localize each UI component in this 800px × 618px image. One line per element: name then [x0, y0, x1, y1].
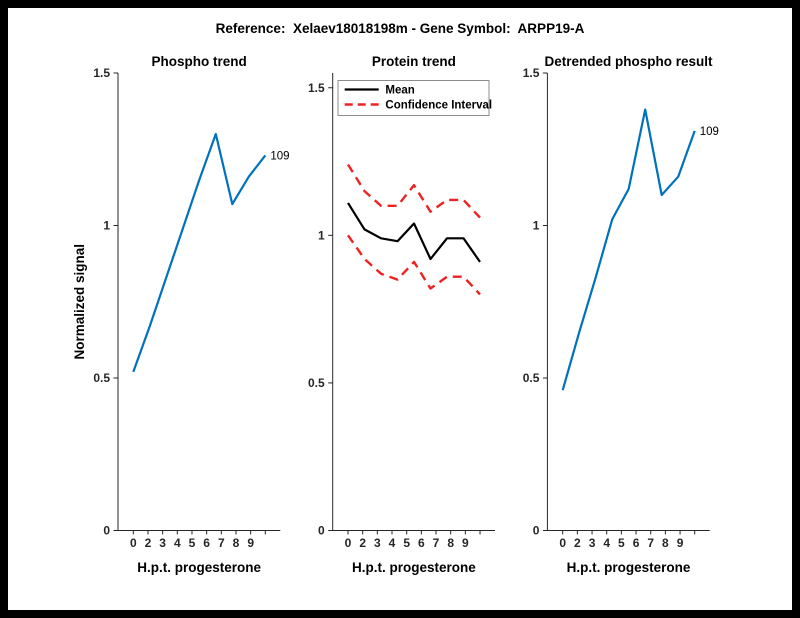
- x-tick-label: 7: [647, 536, 654, 550]
- series-line-phospho-signal: [132, 132, 267, 373]
- x-tick-label: 9: [677, 536, 684, 550]
- y-tick-label: 0: [103, 524, 110, 538]
- subplot-title: Phospho trend: [152, 54, 247, 69]
- legend: Mean Confidence Interval: [337, 80, 492, 116]
- subplot-title: Protein trend: [372, 54, 456, 69]
- x-axis-label: H.p.t. progesterone: [352, 560, 476, 575]
- y-tick-label: 1: [103, 219, 110, 233]
- y-tick-label: 1.5: [308, 81, 325, 95]
- y-tick-label: 0: [318, 524, 325, 538]
- x-tick-label: 0: [130, 536, 137, 550]
- figure: Reference: Xelaev18018198m - Gene Symbol…: [8, 8, 792, 610]
- y-tick-label: 1: [533, 219, 540, 233]
- y-axis-label: Normalized signal: [72, 244, 87, 360]
- x-tick-label: 9: [462, 536, 469, 550]
- figure-title: Reference: Xelaev18018198m - Gene Symbol…: [215, 21, 585, 36]
- x-tick-label: 0: [345, 536, 352, 550]
- axes: [546, 73, 710, 531]
- x-axis-label: H.p.t. progesterone: [137, 560, 261, 575]
- x-tick-label: 0: [559, 536, 566, 550]
- x-tick-label: 4: [603, 536, 610, 550]
- subplot-title: Detrended phospho result: [545, 54, 714, 69]
- x-tick-label: 7: [218, 536, 225, 550]
- x-tick-label: 4: [174, 536, 181, 550]
- x-tick-label: 7: [433, 536, 440, 550]
- x-tick-label: 5: [403, 536, 410, 550]
- legend-label-mean: Mean: [385, 85, 414, 97]
- series-line-confidence-interval-lower: [347, 234, 481, 296]
- y-tick-label: 0: [533, 524, 540, 538]
- series-line-mean: [347, 202, 481, 263]
- axes: [117, 73, 281, 531]
- axes: [332, 73, 495, 531]
- legend-box: [337, 80, 490, 116]
- y-tick-label: 1.5: [523, 66, 540, 80]
- x-tick-label: 3: [374, 536, 381, 550]
- y-tick-label: 0.5: [523, 371, 540, 385]
- x-tick-label: 6: [633, 536, 640, 550]
- x-tick-label: 5: [189, 536, 196, 550]
- x-tick-label: 4: [389, 536, 396, 550]
- end-point-label: 109: [700, 126, 719, 138]
- x-tick-label: 8: [447, 536, 454, 550]
- y-tick-label: 1.5: [93, 66, 110, 80]
- x-tick-label: 2: [574, 536, 581, 550]
- series-line-confidence-interval-upper: [346, 163, 481, 219]
- x-tick-label: 2: [359, 536, 366, 550]
- x-tick-label: 3: [159, 536, 166, 550]
- x-tick-label: 5: [618, 536, 625, 550]
- y-tick-label: 0.5: [93, 371, 110, 385]
- x-tick-label: 3: [589, 536, 596, 550]
- y-tick-label: 1: [318, 229, 325, 243]
- x-tick-label: 2: [145, 536, 152, 550]
- x-tick-label: 6: [418, 536, 425, 550]
- x-tick-label: 6: [203, 536, 210, 550]
- x-tick-label: 8: [662, 536, 669, 550]
- x-tick-label: 8: [233, 536, 240, 550]
- y-tick-label: 0.5: [308, 376, 325, 390]
- end-point-label: 109: [270, 150, 289, 162]
- x-tick-label: 9: [247, 536, 254, 550]
- x-axis-label: H.p.t. progesterone: [567, 560, 691, 575]
- series-line-detrended-phospho-signal: [561, 108, 696, 391]
- legend-label-confidence-interval: Confidence Interval: [385, 100, 492, 112]
